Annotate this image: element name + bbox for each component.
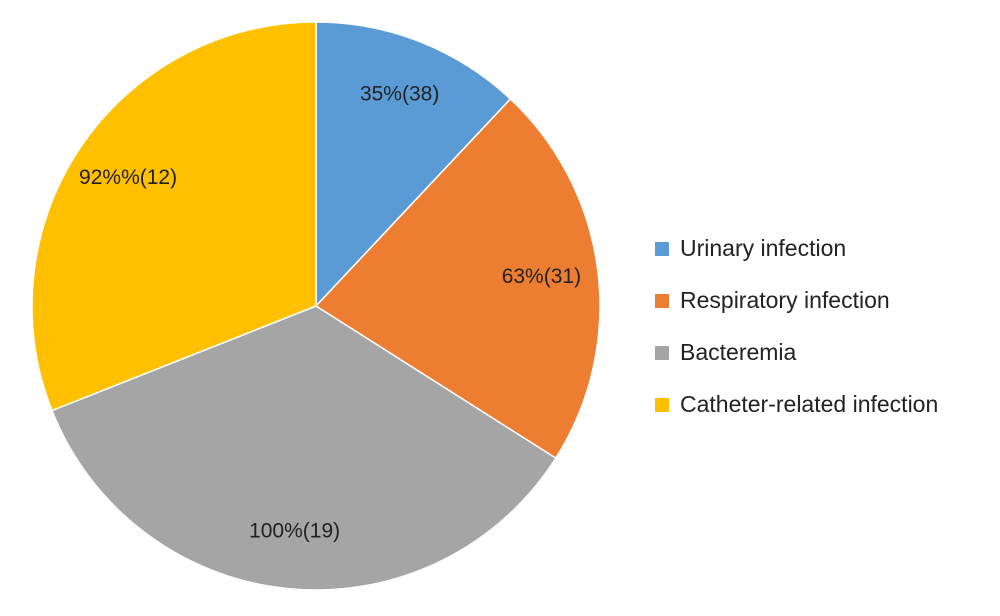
legend-label: Bacteremia xyxy=(680,339,797,365)
legend-swatch xyxy=(655,294,669,308)
data-label: 63%(31) xyxy=(502,265,581,288)
legend-swatch xyxy=(655,242,669,256)
data-label: 92%%(12) xyxy=(79,166,177,189)
data-label: 100%(19) xyxy=(249,520,340,543)
pie-slice xyxy=(50,305,557,591)
pie-slice xyxy=(31,21,317,412)
pie-slice xyxy=(315,21,512,308)
data-label: 35%(38) xyxy=(360,82,439,105)
pie-slice xyxy=(314,97,601,460)
legend-label: Catheter-related infection xyxy=(680,391,938,417)
legend-label: Urinary infection xyxy=(680,235,846,261)
legend-swatch xyxy=(655,346,669,360)
legend-swatch xyxy=(655,398,669,412)
legend-label: Respiratory infection xyxy=(680,287,890,313)
